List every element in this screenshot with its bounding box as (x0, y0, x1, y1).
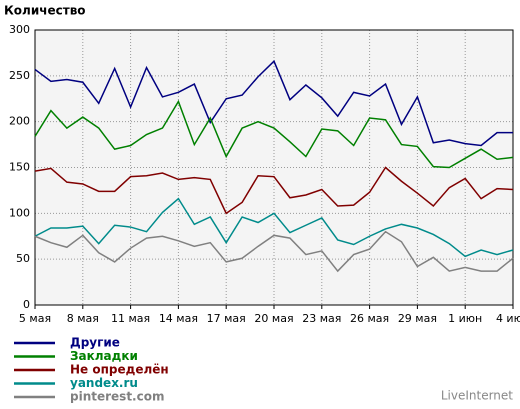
series-line (34, 99, 514, 169)
watermark: LiveInternet (441, 389, 513, 403)
series-line (34, 59, 513, 147)
y-tick-label: 300 (9, 23, 30, 36)
legend-label: Закладки (70, 349, 138, 363)
series-line (34, 230, 514, 273)
x-tick-label: 5 мая (19, 312, 51, 325)
x-tick-label: 4 июн (496, 312, 520, 325)
x-tick-label: 8 мая (67, 312, 99, 325)
plot-border (34, 29, 514, 306)
y-tick-label: 150 (9, 161, 30, 174)
y-tick-label: 250 (9, 69, 30, 82)
y-tick-label: 100 (9, 206, 30, 219)
y-tick-label: 200 (9, 115, 30, 128)
x-tick-label: 17 мая (207, 312, 246, 325)
x-tick-label: 20 мая (254, 312, 293, 325)
series-line (34, 166, 514, 215)
chart-title: Количество (4, 4, 86, 18)
x-tick-label: 23 мая (302, 312, 341, 325)
legend-label: Не определён (70, 363, 169, 377)
x-tick-label: 26 мая (350, 312, 389, 325)
series-line (34, 197, 514, 258)
y-tick-label: 50 (16, 252, 30, 265)
legend-label: pinterest.com (70, 390, 164, 404)
x-tick-label: 29 мая (398, 312, 437, 325)
x-tick-label: 14 мая (159, 312, 198, 325)
legend-label: Другие (70, 336, 120, 350)
y-tick-label: 0 (23, 298, 30, 311)
legend-label: yandex.ru (70, 376, 138, 390)
x-tick-label: 11 мая (111, 312, 150, 325)
x-tick-label: 1 июн (448, 312, 482, 325)
